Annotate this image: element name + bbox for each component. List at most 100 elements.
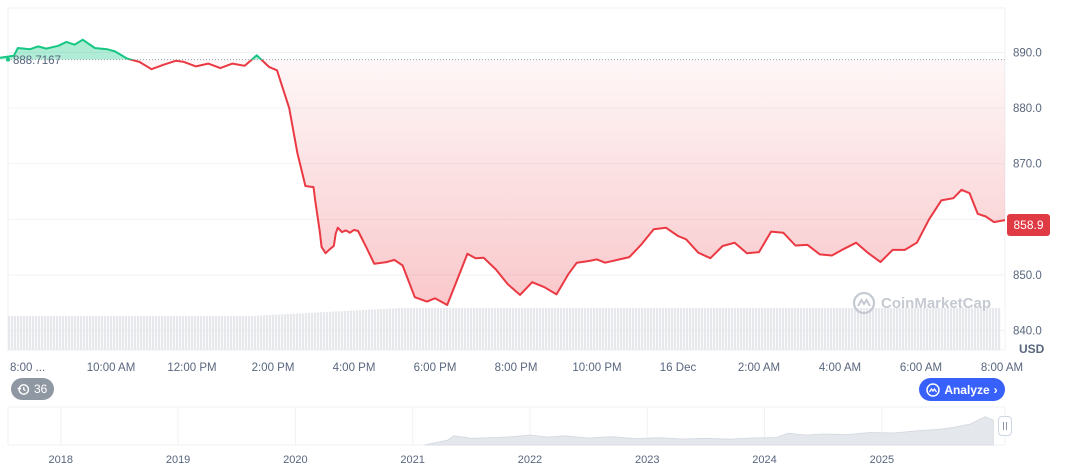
volume-bar [719,308,722,350]
volume-bar [869,308,872,350]
volume-bar [809,308,812,350]
volume-bar [509,308,512,350]
volume-bar [170,316,173,350]
volume-bar [770,308,773,350]
y-tick-label: 870.0 [1013,159,1042,171]
history-count-badge[interactable]: 36 [11,378,55,400]
volume-bar [323,312,326,350]
volume-bar [941,308,944,350]
volume-bar [620,308,623,350]
volume-bar [8,316,11,350]
volume-bar [155,316,158,350]
volume-bar [860,308,863,350]
y-tick-label: 850.0 [1013,270,1042,282]
volume-bar [236,316,239,350]
volume-bar [239,316,242,350]
watermark: CoinMarketCap [852,291,991,315]
volume-bar [179,316,182,350]
volume-bar [815,308,818,350]
volume-bar [98,316,101,350]
volume-bar [905,308,908,350]
volume-bar [101,316,104,350]
volume-bar [842,308,845,350]
volume-bar [962,308,965,350]
analyze-button[interactable]: Analyze › [919,378,1005,401]
volume-bar [521,308,524,350]
volume-bar [176,316,179,350]
volume-bar [650,308,653,350]
volume-bar [443,308,446,350]
volume-bar [794,308,797,350]
area-above-start [0,39,1005,60]
volume-bar [362,310,365,350]
volume-bar [914,308,917,350]
analyze-icon [926,382,941,397]
volume-bar [332,311,335,350]
volume-bar [824,308,827,350]
volume-bar [488,308,491,350]
volume-bar [965,308,968,350]
volume-bar [542,308,545,350]
volume-bar [674,308,677,350]
volume-bar [974,308,977,350]
volume-bar [992,308,995,350]
x-tick-label: 6:00 PM [414,362,457,374]
volume-bar [536,308,539,350]
volume-bar [779,308,782,350]
navigator [60,407,994,446]
volume-bar [878,308,881,350]
volume-bar [158,316,161,350]
volume-bar [953,308,956,350]
volume-bar [29,316,32,350]
volume-bar [200,316,203,350]
volume-bar [782,308,785,350]
volume-bar [218,316,221,350]
volume-bar [506,308,509,350]
volume-bar [590,308,593,350]
x-tick-label: 8:00 PM [495,362,538,374]
handle-grip-icon [1006,422,1007,430]
volume-bar [479,308,482,350]
volume-bar [767,308,770,350]
volume-bar [923,308,926,350]
navigator-year-label: 2021 [400,454,424,466]
volume-bar [122,316,125,350]
volume-bar [284,314,287,350]
volume-bar [281,314,284,350]
volume-bar [116,316,119,350]
navigator-year-label: 2019 [166,454,190,466]
volume-bar [143,316,146,350]
volume-bar [53,316,56,350]
volume-bar [182,316,185,350]
volume-bar [710,308,713,350]
volume-bar [428,308,431,350]
start-price-label: 888.7167 [13,55,61,67]
navigator-handle[interactable] [998,416,1012,436]
volume-bar [998,308,1001,350]
x-tick-label: 6:00 AM [900,362,942,374]
volume-bar [377,309,380,350]
volume-bar [500,308,503,350]
volume-bar [848,308,851,350]
x-tick-label: 8:00 AM [981,362,1023,374]
volume-bar [119,316,122,350]
volume-bar [749,308,752,350]
volume-bar [806,308,809,350]
volume-bar [455,308,458,350]
volume-bar [89,316,92,350]
volume-bar [911,308,914,350]
volume-bar [671,308,674,350]
volume-bar [773,308,776,350]
volume-bar [149,316,152,350]
volume-bar [947,308,950,350]
volume-bar [632,308,635,350]
volume-bar [392,308,395,350]
volume-bar [851,308,854,350]
navigator-year-label: 2022 [518,454,542,466]
volume-bar [44,316,47,350]
volume-bar [539,308,542,350]
volume-bar [560,308,563,350]
volume-bar [584,308,587,350]
volume-bar [401,308,404,350]
